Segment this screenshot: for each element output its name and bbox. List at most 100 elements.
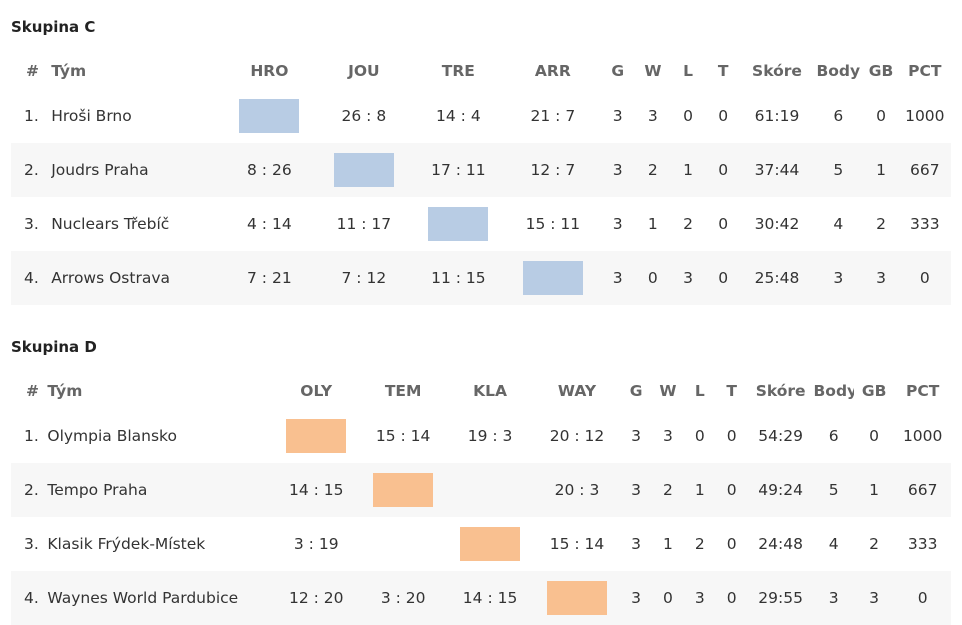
self-match-cell: [286, 419, 347, 453]
result-cell: 12 : 7: [505, 143, 601, 197]
ties-header: T: [726, 382, 737, 400]
games-behind-cell: 3: [863, 251, 899, 305]
result-cell: 20 : 12: [549, 427, 605, 445]
table-row: 3. Klasik Frýdek-Místek 3 : 19 15 : 14 3…: [11, 517, 951, 571]
header-row: # Tým HRO JOU TRE ARR G W L T Skóre Body…: [11, 53, 951, 89]
result-cell: [273, 409, 360, 463]
score-cell: 49:24: [747, 463, 814, 517]
score-header: Skóre: [755, 382, 806, 400]
group-title: Skupina C: [11, 18, 96, 36]
self-match-cell: [522, 261, 583, 295]
wins-cell: 3: [647, 107, 658, 125]
team-header[interactable]: Tým: [47, 382, 83, 400]
result-cell: [505, 251, 601, 305]
table-row: 2. Tempo Praha 14 : 15 20 : 3 3 2 1 0 49…: [11, 463, 951, 517]
points-cell: 6: [833, 107, 844, 125]
losses-cell: 0: [694, 427, 705, 445]
points-cell: 3: [813, 251, 864, 305]
points-header: Body: [813, 382, 854, 400]
result-cell: [359, 463, 447, 517]
rank-cell: 4.: [11, 251, 52, 305]
score-cell: 37:44: [740, 143, 814, 197]
rank-cell: 2.: [11, 463, 48, 517]
losses-cell: 3: [684, 571, 716, 625]
ties-cell: 0: [705, 143, 741, 197]
self-match-cell: [333, 153, 394, 187]
wins-cell: 1: [647, 215, 658, 233]
pct-cell: 333: [907, 535, 938, 553]
pct-cell: 667: [898, 143, 951, 197]
ties-header: T: [717, 62, 729, 80]
games-header: G: [611, 62, 625, 80]
result-cell: [411, 197, 506, 251]
team-name[interactable]: Olympia Blansko: [47, 427, 177, 445]
wins-header: W: [644, 62, 662, 80]
games-behind-cell: 0: [876, 107, 886, 125]
rank-header: #: [26, 382, 39, 400]
points-cell: 6: [828, 427, 839, 445]
team-header[interactable]: Tým: [51, 62, 87, 80]
team-name[interactable]: Klasik Frýdek-Místek: [47, 535, 206, 553]
group-title: Skupina D: [11, 338, 97, 356]
games-cell: 3: [631, 427, 642, 445]
ties-cell: 0: [726, 427, 737, 445]
games-header: G: [629, 382, 643, 400]
result-cell: 3 : 20: [359, 571, 447, 625]
games-behind-cell: 1: [853, 463, 895, 517]
result-cell: 3 : 19: [293, 535, 339, 553]
opponent-header: ARR: [534, 62, 571, 80]
opponent-header: HRO: [250, 62, 289, 80]
opponent-header: KLA: [473, 382, 508, 400]
result-cell: 14 : 4: [436, 107, 481, 125]
result-cell: 26 : 8: [341, 107, 387, 125]
team-name[interactable]: Hroši Brno: [51, 107, 132, 125]
ties-cell: 0: [726, 535, 737, 553]
losses-cell: 2: [683, 215, 693, 233]
points-cell: 4: [833, 215, 844, 233]
losses-cell: 0: [683, 107, 693, 125]
score-cell: 25:48: [740, 251, 814, 305]
result-cell: 17 : 11: [411, 143, 506, 197]
wins-cell: 0: [651, 571, 685, 625]
result-cell: [533, 571, 621, 625]
team-name[interactable]: Arrows Ostrava: [51, 251, 223, 305]
result-cell: [447, 517, 534, 571]
wins-cell: 2: [635, 143, 671, 197]
ties-cell: 0: [715, 571, 748, 625]
result-cell: 11 : 17: [336, 215, 392, 233]
team-name[interactable]: Waynes World Pardubice: [47, 571, 273, 625]
team-name[interactable]: Joudrs Praha: [51, 143, 223, 197]
pct-cell: 667: [894, 463, 951, 517]
ties-cell: 0: [718, 215, 729, 233]
self-match-cell: [239, 99, 300, 133]
score-header: Skóre: [752, 62, 802, 80]
score-cell: 24:48: [758, 535, 803, 553]
games-cell: 3: [612, 107, 623, 125]
result-cell: 15 : 11: [525, 215, 581, 233]
losses-cell: 2: [694, 535, 705, 553]
self-match-cell: [546, 581, 607, 615]
games-behind-cell: 3: [853, 571, 895, 625]
rank-header: #: [26, 62, 39, 80]
pct-cell: 0: [894, 571, 951, 625]
result-cell: 11 : 15: [411, 251, 506, 305]
team-name[interactable]: Nuclears Třebíč: [51, 215, 170, 233]
result-cell: 15 : 14: [375, 427, 431, 445]
opponent-header: OLY: [300, 382, 333, 400]
self-match-cell: [460, 527, 521, 561]
result-cell: [360, 517, 447, 571]
result-cell: [316, 143, 412, 197]
header-row: # Tým OLY TEM KLA WAY G W L T Skóre Body…: [11, 373, 951, 409]
games-behind-cell: 2: [876, 215, 886, 233]
pct-cell: 1000: [902, 427, 943, 445]
games-cell: 3: [631, 535, 642, 553]
result-cell: 15 : 14: [549, 535, 605, 553]
team-name[interactable]: Tempo Praha: [47, 463, 273, 517]
losses-cell: 1: [670, 143, 706, 197]
losses-cell: 1: [684, 463, 716, 517]
wins-cell: 3: [663, 427, 673, 445]
result-cell: 7 : 21: [222, 251, 317, 305]
rank-cell: 1.: [24, 107, 39, 125]
ties-cell: 0: [705, 251, 741, 305]
pct-cell: 333: [910, 215, 940, 233]
